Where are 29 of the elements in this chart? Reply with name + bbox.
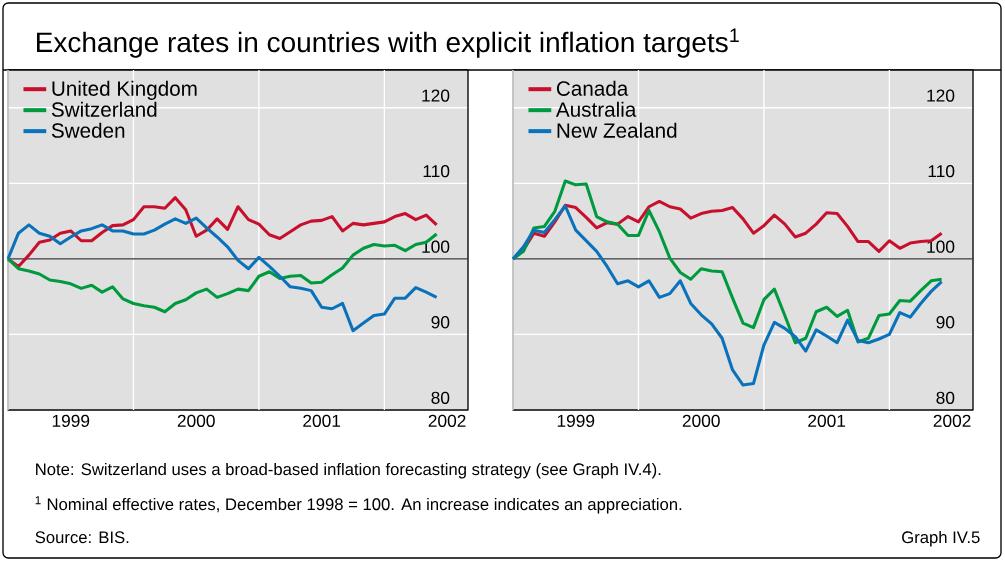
chart-title: Exchange rates in countries with explicit inflation targets$^{1}$ <box>37 28 739 58</box>
legend-label: Switzerland <box>51 101 157 117</box>
x-tick-label: 2002 <box>428 414 466 427</box>
legend-label: Canada <box>556 80 629 96</box>
legend-label: United Kingdom <box>52 80 197 100</box>
y-tick-label: 100 <box>927 240 955 253</box>
y-tick-label: 90 <box>936 316 955 329</box>
text: Note: Switzerland uses a broad-based inflation forecasting strategy (see Graph IV.4). <box>36 462 661 479</box>
y-tick-label: 120 <box>927 89 955 102</box>
y-tick-label: 120 <box>422 89 450 102</box>
x-tick-label: 1999 <box>52 414 90 427</box>
y-tick-label: 80 <box>431 391 450 404</box>
legend-label: Australia <box>555 101 637 117</box>
y-tick-label: 90 <box>431 316 450 329</box>
text: $^{1}$ Nominal effective rates, December 1998 = 100. An increase indicates an appreciation. <box>35 496 682 514</box>
x-tick-label: 2001 <box>303 414 341 427</box>
x-tick-label: 2000 <box>177 414 215 427</box>
x-tick-label: 2002 <box>933 414 971 427</box>
x-tick-label: 2000 <box>682 414 720 427</box>
y-tick-label: 110 <box>928 165 955 178</box>
y-tick-label: 80 <box>936 391 955 404</box>
y-tick-label: 100 <box>422 240 450 253</box>
legend-label: New Zealand <box>557 122 677 138</box>
x-tick-label: 2001 <box>808 414 846 427</box>
legend-label: Sweden <box>51 122 125 138</box>
x-tick-label: 1999 <box>557 414 595 427</box>
source-note: Source: BIS. <box>35 531 129 544</box>
text: Graph IV.5 <box>902 530 980 547</box>
y-tick-label: 110 <box>423 165 450 178</box>
